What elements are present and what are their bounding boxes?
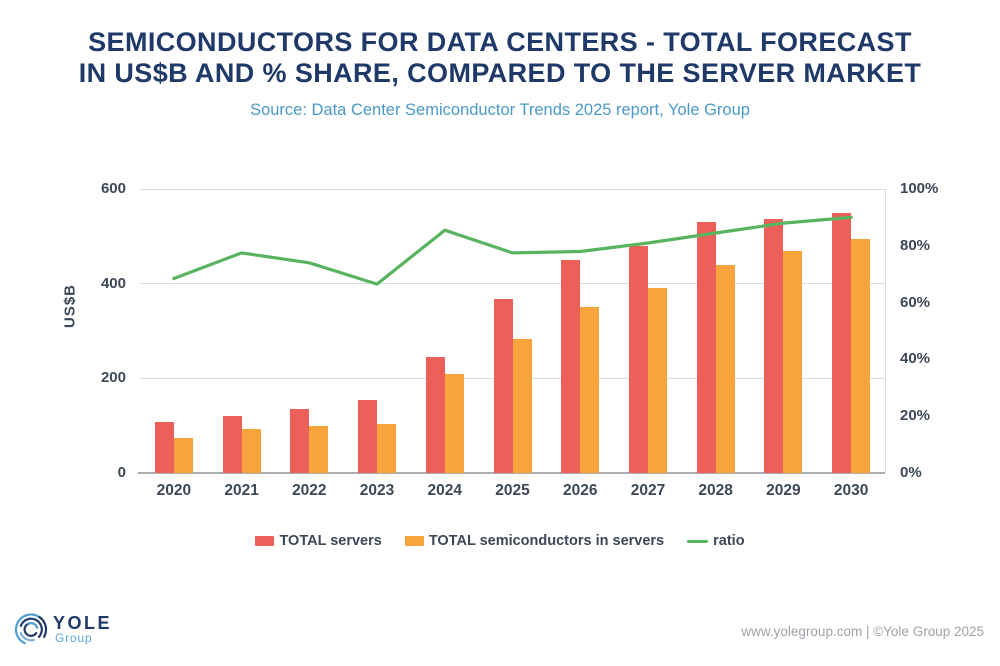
- bar-total-servers-2020: [154, 421, 174, 473]
- x-axis-tick-2025: 2025: [495, 482, 530, 499]
- chart-title-line1: SEMICONDUCTORS FOR DATA CENTERS - TOTAL …: [88, 27, 912, 57]
- right-axis-tick-60%: 60%: [900, 293, 931, 311]
- y-axis-tick-400: 400: [100, 274, 126, 292]
- bar-total-semiconductors-2030: [851, 239, 871, 473]
- bar-total-servers-2028: [696, 222, 716, 473]
- y-axis-tick-0: 0: [117, 464, 126, 481]
- legend: TOTAL servers TOTAL semiconductors in ser…: [0, 533, 1000, 549]
- yole-logo-subtitle: Group: [55, 631, 93, 645]
- x-axis-tick-2021: 2021: [224, 482, 259, 499]
- chart-source: Source: Data Center Semiconductor Trends…: [250, 101, 750, 119]
- bar-total-semiconductors-2028: [715, 264, 735, 473]
- legend-label-0: TOTAL servers: [279, 533, 382, 549]
- chart-title-line2: IN US$B AND % SHARE, COMPARED TO THE SER…: [78, 58, 922, 88]
- bar-total-semiconductors-2024: [444, 373, 464, 473]
- plot-right-border: [885, 189, 886, 473]
- x-axis-tick-2030: 2030: [833, 482, 869, 499]
- legend-swatch-2: [687, 539, 709, 543]
- right-axis-tick-80%: 80%: [900, 236, 931, 254]
- x-axis-tick-2024: 2024: [427, 482, 462, 499]
- ratio-line: [172, 215, 853, 286]
- x-axis-tick-2028: 2028: [698, 482, 733, 499]
- yole-group-logo: YOLE Group: [13, 611, 112, 648]
- footer-credit: www.yolegroup.com | ©Yole Group 2025: [741, 624, 984, 639]
- right-axis-tick-40%: 40%: [900, 350, 931, 368]
- legend-item-1: TOTAL semiconductors in servers: [404, 533, 665, 549]
- chart-title: SEMICONDUCTORS FOR DATA CENTERS - TOTAL …: [0, 27, 1000, 89]
- bar-total-servers-2030: [832, 212, 852, 473]
- legend-label-2: ratio: [713, 533, 745, 549]
- bar-total-semiconductors-2027: [647, 288, 667, 473]
- x-axis-tick-2020: 2020: [156, 482, 192, 499]
- x-axis-tick-2026: 2026: [562, 482, 598, 499]
- right-axis-tick-100%: 100%: [900, 180, 939, 197]
- yole-logo-icon: [14, 613, 48, 646]
- bar-total-servers-2022: [290, 409, 310, 473]
- right-axis-tick-20%: 20%: [900, 407, 931, 425]
- x-axis-tick-2022: 2022: [292, 482, 327, 499]
- legend-item-2: ratio: [687, 533, 745, 549]
- bar-total-servers-2029: [764, 218, 784, 473]
- bar-total-semiconductors-2026: [580, 307, 600, 473]
- bar-total-semiconductors-2022: [309, 425, 329, 473]
- bar-total-semiconductors-2020: [173, 437, 193, 473]
- bar-total-servers-2027: [628, 245, 648, 473]
- bar-total-servers-2026: [561, 260, 581, 473]
- x-axis-line: [138, 472, 885, 474]
- yole-logo-text: YOLE Group: [53, 611, 112, 645]
- bar-total-semiconductors-2023: [377, 424, 397, 473]
- x-axis-tick-2027: 2027: [630, 482, 666, 499]
- legend-label-1: TOTAL semiconductors in servers: [428, 533, 665, 549]
- bar-total-servers-2023: [358, 399, 378, 473]
- y-axis-tick-600: 600: [100, 180, 126, 197]
- bar-total-servers-2025: [493, 298, 513, 473]
- bar-total-servers-2021: [222, 416, 242, 473]
- right-axis-tick-0%: 0%: [900, 464, 922, 481]
- bar-total-servers-2024: [425, 357, 445, 473]
- x-axis-tick-2029: 2029: [766, 482, 801, 499]
- y-axis-tick-200: 200: [100, 369, 126, 387]
- x-axis-tick-2023: 2023: [359, 482, 395, 499]
- bar-total-semiconductors-2021: [241, 428, 261, 473]
- legend-swatch-1: [404, 536, 424, 546]
- legend-swatch-0: [255, 536, 275, 546]
- yole-logo-name: YOLE: [53, 613, 113, 633]
- gridline-400: [140, 283, 885, 285]
- bar-total-semiconductors-2025: [512, 339, 532, 473]
- gridline-600: [140, 188, 885, 190]
- legend-item-0: TOTAL servers: [255, 533, 382, 549]
- bar-total-semiconductors-2029: [783, 250, 803, 473]
